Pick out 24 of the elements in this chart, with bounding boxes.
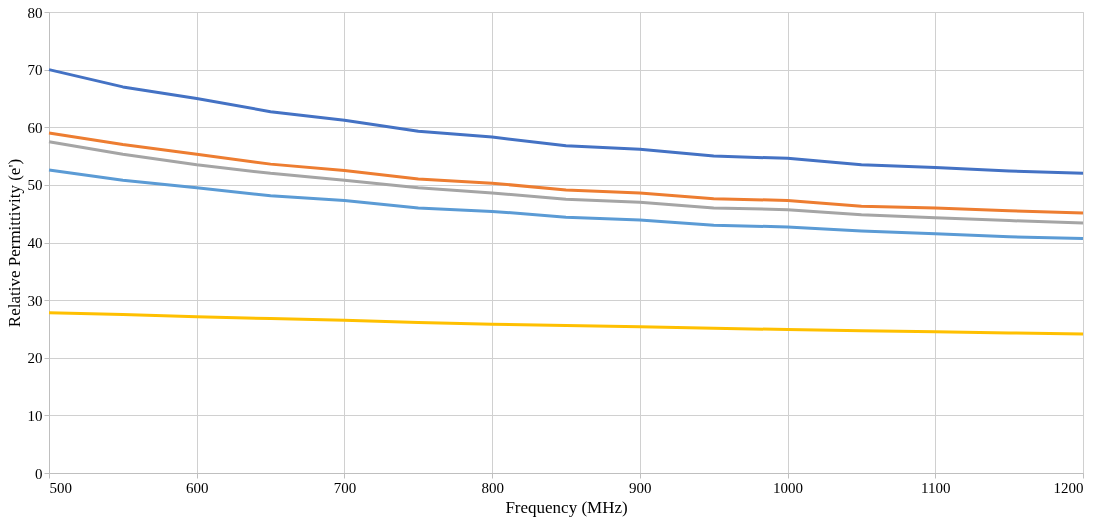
line-series: [47, 131, 1085, 215]
x-tick-label: 1100: [921, 479, 951, 496]
y-axis-title: Relative Permittivity (e'): [4, 158, 24, 328]
x-tick-label: 700: [333, 479, 357, 496]
y-tick-label: 60: [27, 119, 43, 136]
x-tick-label: 900: [629, 479, 652, 496]
x-tick-label: 1000: [773, 479, 804, 496]
y-tick-label: 50: [27, 177, 43, 194]
line-series: [47, 168, 1085, 240]
x-tick-label: 600: [185, 479, 209, 496]
y-tick-label: 0: [35, 465, 43, 482]
x-tick-label: 800: [481, 479, 504, 496]
line-series: [47, 140, 1085, 225]
y-tick-label: 30: [27, 292, 43, 309]
y-tick-label: 20: [27, 350, 43, 367]
line-series: [47, 68, 1085, 175]
line-series: [47, 311, 1085, 336]
x-tick-label: 500: [49, 479, 72, 496]
y-tick-label: 70: [27, 62, 43, 79]
y-tick-label: 10: [27, 407, 43, 424]
x-tick-label: 1200: [1053, 479, 1084, 496]
x-axis-title: Frequency (MHz): [505, 497, 628, 517]
y-tick-label: 40: [27, 235, 43, 251]
y-tick-label: 80: [27, 4, 43, 21]
